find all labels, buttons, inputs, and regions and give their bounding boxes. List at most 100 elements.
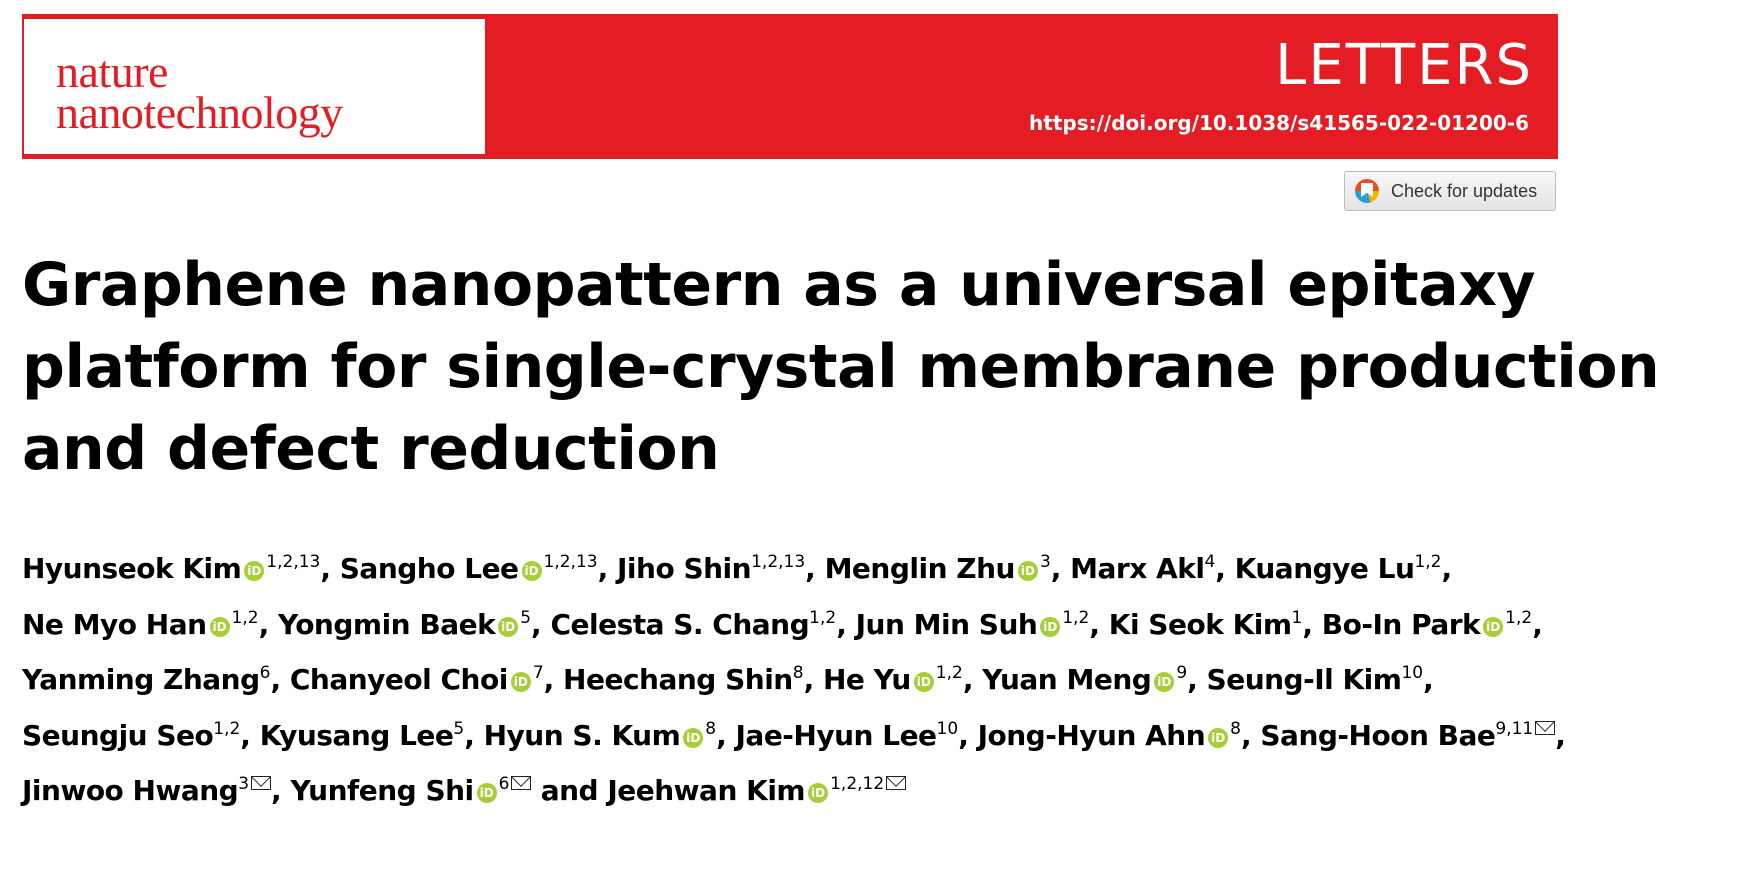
orcid-icon[interactable]: iD <box>683 727 704 748</box>
author-separator: , <box>1441 552 1452 585</box>
orcid-icon[interactable]: iD <box>1154 672 1175 692</box>
doi-link[interactable]: https://doi.org/10.1038/s41565-022-01200… <box>1029 111 1529 135</box>
author-separator: , <box>464 718 484 752</box>
title-line: platform for single-crystal membrane pro… <box>22 332 1660 402</box>
orcid-icon[interactable]: iD <box>244 561 265 581</box>
author-name[interactable]: Kyusang Lee <box>259 718 454 752</box>
author-separator: , <box>1187 663 1207 696</box>
author-name[interactable]: Jinwoo Hwang <box>22 774 239 807</box>
author-name[interactable]: Yongmin Baek <box>277 607 496 641</box>
orcid-icon[interactable]: iD <box>1208 727 1229 748</box>
author-name[interactable]: Ne Myo Han <box>22 607 207 641</box>
affiliation-superscript[interactable]: 1,2 <box>1062 607 1090 628</box>
orcid-icon[interactable]: iD <box>1040 616 1061 637</box>
author-separator: , <box>240 718 260 752</box>
author-name[interactable]: Menglin Zhu <box>824 552 1016 585</box>
author-name[interactable]: Sangho Lee <box>339 552 519 585</box>
author-separator: , <box>543 663 564 696</box>
affiliation-superscript[interactable]: 3 <box>1039 552 1051 572</box>
author-name[interactable]: Marx Akl <box>1070 552 1205 585</box>
journal-logo[interactable]: nature nanotechnology <box>22 17 487 156</box>
affiliation-superscript[interactable]: 5 <box>520 607 532 628</box>
author-name[interactable]: Celesta S. Chang <box>550 607 810 641</box>
author-name[interactable]: Chanyeol Choi <box>289 663 508 696</box>
affiliation-superscript[interactable]: 4 <box>1204 552 1216 572</box>
affiliation-superscript[interactable]: 10 <box>1401 663 1424 683</box>
affiliation-superscript[interactable]: 1,2 <box>1414 552 1442 572</box>
affiliation-superscript[interactable]: 9 <box>1176 663 1188 683</box>
affiliation-superscript[interactable]: 6 <box>498 774 510 794</box>
orcid-icon[interactable]: iD <box>521 561 542 581</box>
affiliation-superscript[interactable]: 1,2,13 <box>543 552 598 572</box>
affiliation-superscript[interactable]: 1,2 <box>809 607 837 628</box>
affiliation-superscript[interactable]: 1,2,13 <box>751 552 806 572</box>
author-name[interactable]: Sang-Hoon Bae <box>1260 718 1496 752</box>
author-line: Yanming Zhang6, Chanyeol Choi iD 7, Heecha… <box>22 649 1582 705</box>
affiliation-superscript[interactable]: 1,2,12 <box>830 774 885 794</box>
orcid-icon[interactable]: iD <box>1017 561 1038 581</box>
author-name[interactable]: Jiho Shin <box>617 552 752 585</box>
author-line: Ne Myo Han iD 1,2, Yongmin Baek iD 5, Celest… <box>22 594 1582 650</box>
orcid-icon[interactable]: iD <box>1483 616 1504 637</box>
author-name[interactable]: Yuan Meng <box>982 663 1152 696</box>
affiliation-superscript[interactable]: 1,2 <box>213 718 241 739</box>
journal-name-line2: nanotechnology <box>56 87 343 138</box>
check-for-updates-button[interactable]: Check for updates <box>1344 171 1556 211</box>
envelope-icon[interactable] <box>886 776 907 790</box>
author-separator: , <box>1215 552 1235 585</box>
title-line: and defect reduction <box>22 414 720 484</box>
author-name[interactable]: Kuangye Lu <box>1234 552 1415 585</box>
author-name[interactable]: Hyun S. Kum <box>483 718 681 752</box>
author-name[interactable]: Hyunseok Kim <box>22 552 242 585</box>
affiliation-superscript[interactable]: 1,2 <box>935 663 963 683</box>
author-name[interactable]: Yanming Zhang <box>22 663 260 696</box>
author-name[interactable]: Jong-Hyun Ahn <box>977 718 1206 752</box>
affiliation-superscript[interactable]: 1 <box>1291 607 1303 628</box>
affiliation-superscript[interactable]: 3 <box>238 774 250 794</box>
author-separator: , <box>1089 607 1109 641</box>
author-line: Jinwoo Hwang3, Yunfeng Shi iD 6 and Jeehwa… <box>22 760 1582 816</box>
orcid-icon[interactable]: iD <box>913 672 934 692</box>
author-line: Hyunseok Kim iD 1,2,13, Sangho Lee iD 1,2,13… <box>22 538 1582 594</box>
orcid-icon[interactable]: iD <box>510 672 531 692</box>
affiliation-superscript[interactable]: 1,2 <box>1505 607 1533 628</box>
affiliation-superscript[interactable]: 7 <box>532 663 544 683</box>
journal-name-line1: nature <box>56 46 168 97</box>
author-separator: , <box>962 663 983 696</box>
orcid-icon[interactable]: iD <box>498 616 519 637</box>
author-name[interactable]: Bo-In Park <box>1321 607 1481 641</box>
affiliation-superscript[interactable]: 8 <box>705 718 717 739</box>
author-name[interactable]: Yunfeng Shi <box>290 774 474 807</box>
author-list: Hyunseok Kim iD 1,2,13, Sangho Lee iD 1,2,13… <box>22 538 1582 816</box>
author-separator: , <box>597 552 618 585</box>
author-name[interactable]: Seungju Seo <box>22 718 214 752</box>
author-name[interactable]: Heechang Shin <box>563 663 793 696</box>
affiliation-superscript[interactable]: 1,2,13 <box>266 552 321 572</box>
affiliation-superscript[interactable]: 1,2 <box>231 607 259 628</box>
author-separator: , <box>805 552 825 585</box>
author-separator: , <box>1302 607 1322 641</box>
author-separator: , <box>1241 718 1261 752</box>
author-name[interactable]: Seung-Il Kim <box>1206 663 1402 696</box>
orcid-icon[interactable]: iD <box>209 616 230 637</box>
affiliation-superscript[interactable]: 9,11 <box>1495 718 1534 739</box>
author-separator: , <box>1555 718 1566 752</box>
affiliation-superscript[interactable]: 10 <box>936 718 959 739</box>
envelope-icon[interactable] <box>1535 720 1556 735</box>
author-separator: , <box>958 718 978 752</box>
orcid-icon[interactable]: iD <box>808 783 829 803</box>
author-name[interactable]: Jeehwan Kim <box>607 774 806 807</box>
affiliation-superscript[interactable]: 8 <box>1230 718 1241 739</box>
affiliation-superscript[interactable]: 5 <box>453 718 465 739</box>
author-name[interactable]: Jun Min Suh <box>855 607 1038 641</box>
author-name[interactable]: He Yu <box>822 663 911 696</box>
author-name[interactable]: Ki Seok Kim <box>1108 607 1292 641</box>
author-name[interactable]: Jae-Hyun Lee <box>735 718 938 752</box>
envelope-icon[interactable] <box>511 776 532 790</box>
orcid-icon[interactable]: iD <box>476 783 497 803</box>
envelope-icon[interactable] <box>251 776 272 790</box>
affiliation-superscript[interactable]: 8 <box>792 663 804 683</box>
affiliation-superscript[interactable]: 6 <box>259 663 271 683</box>
title-line: Graphene nanopattern as a universal epit… <box>22 250 1536 320</box>
author-separator: , <box>716 718 736 752</box>
